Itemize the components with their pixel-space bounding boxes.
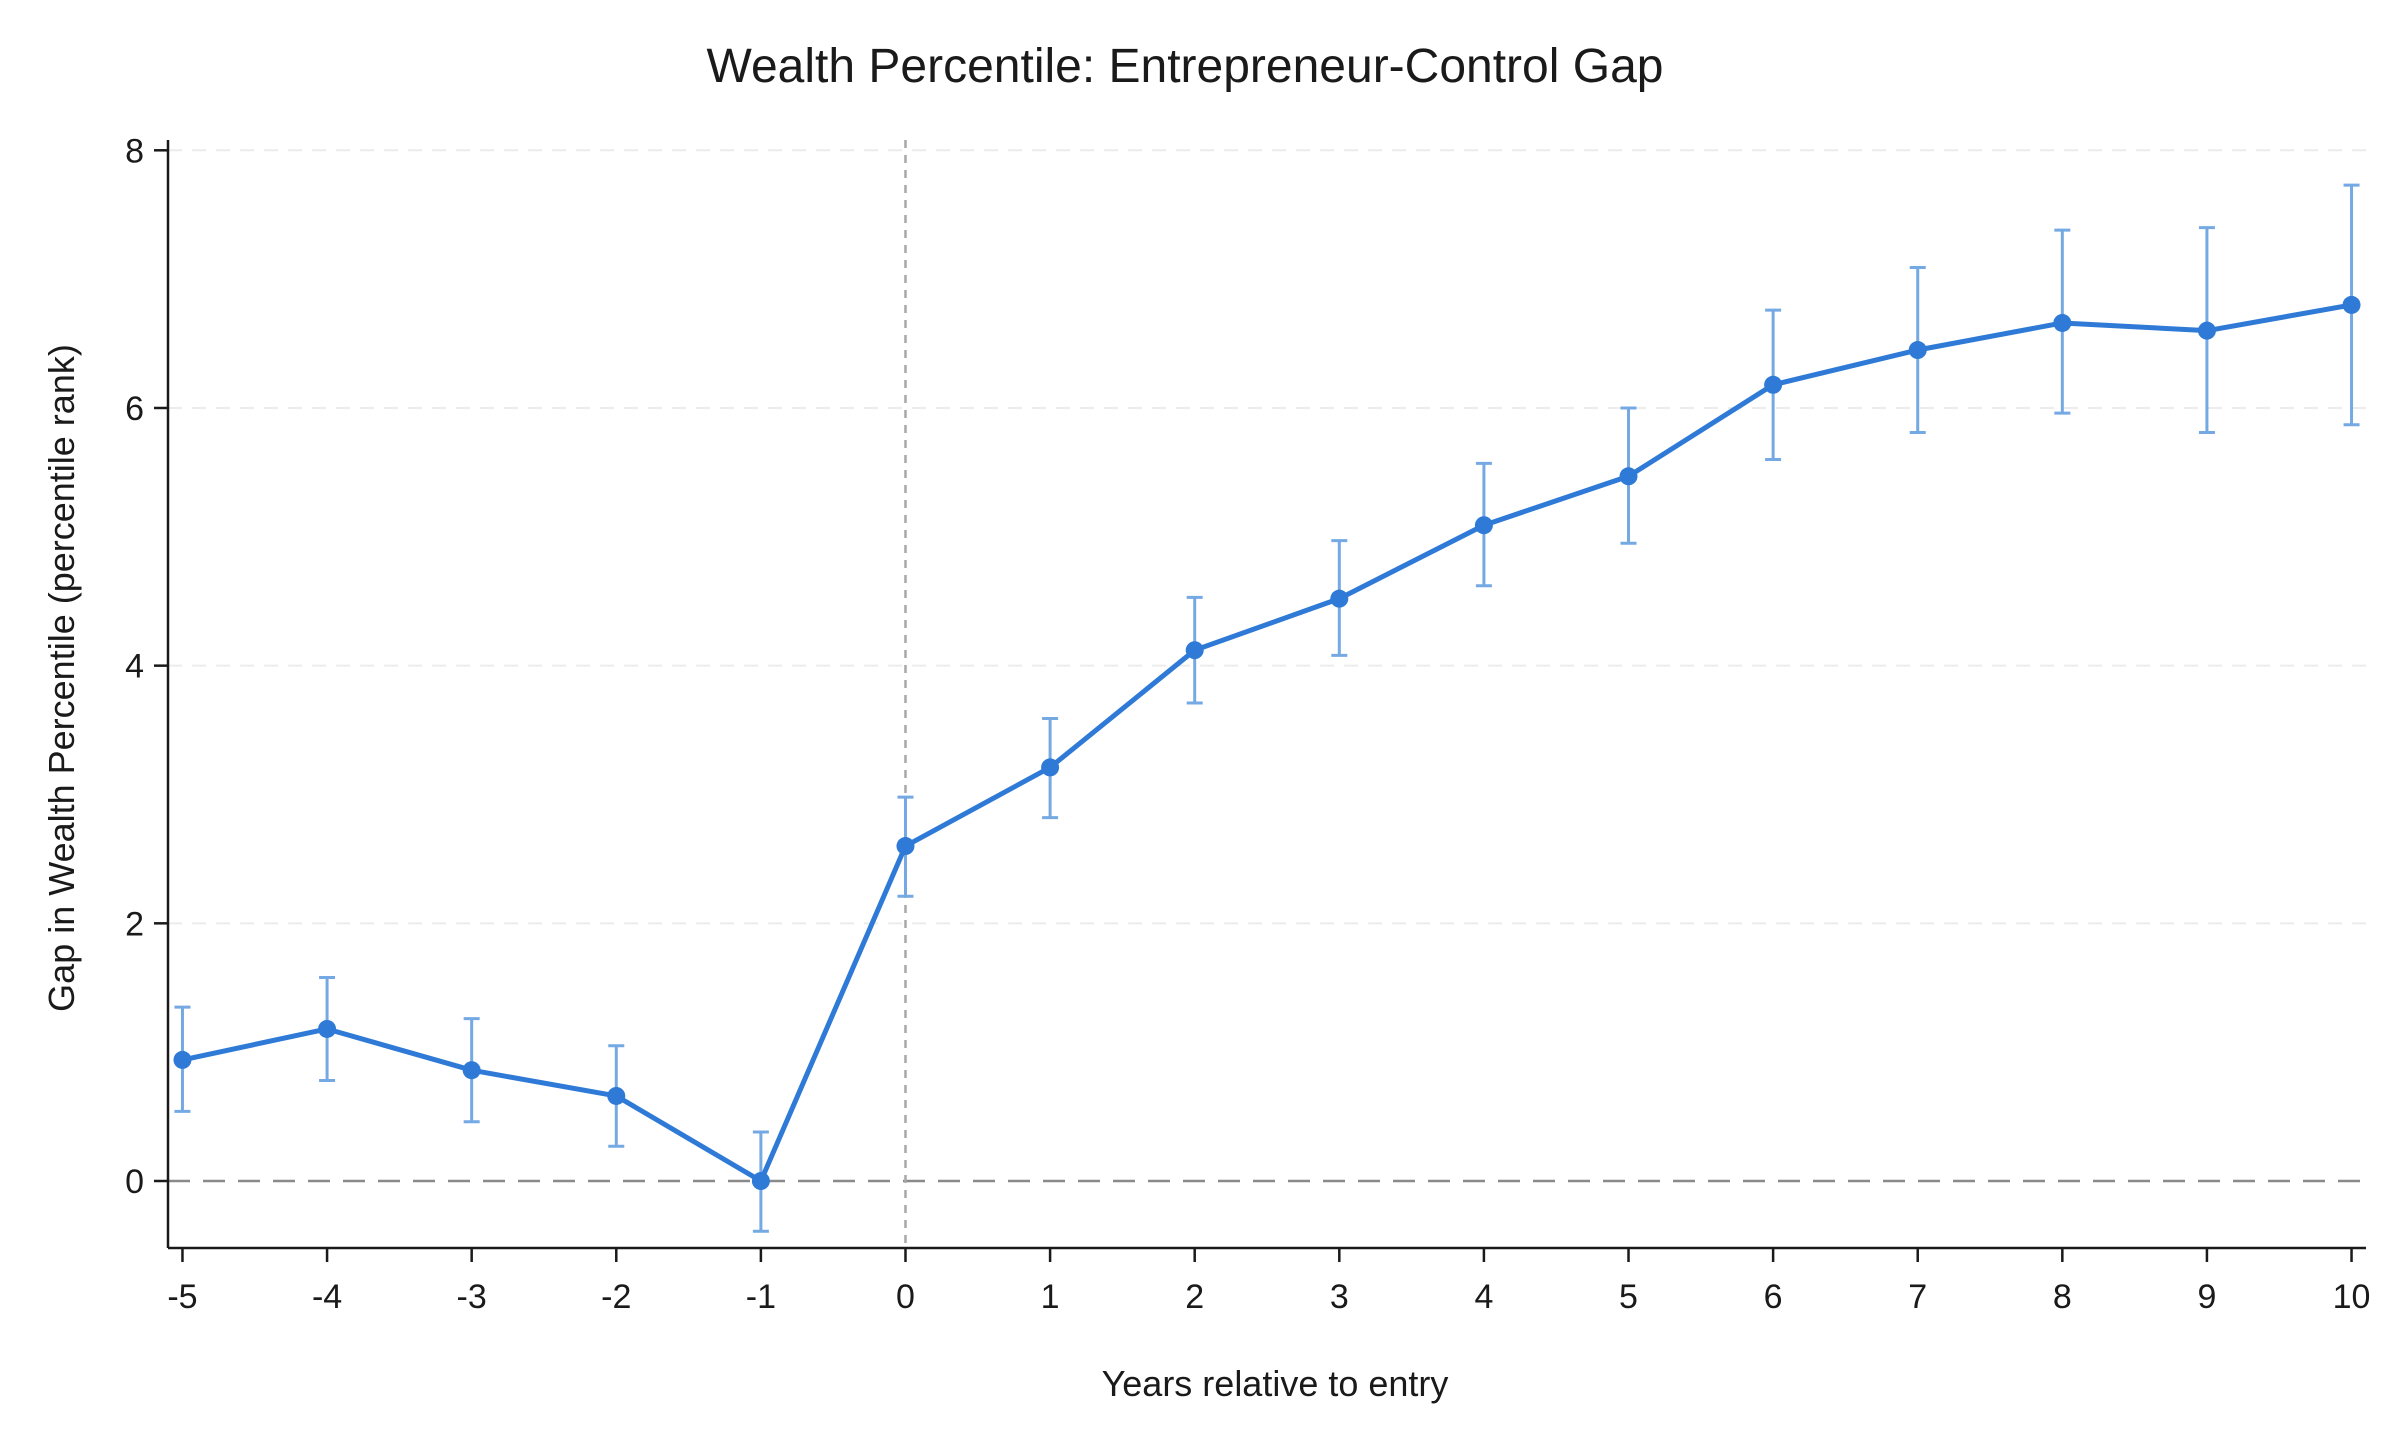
data-point [462, 1061, 481, 1080]
data-point [751, 1172, 770, 1191]
data-point [1041, 758, 1060, 777]
x-tick-label: 6 [1764, 1278, 1783, 1316]
x-tick-label: -1 [746, 1278, 776, 1316]
data-point [2053, 313, 2072, 332]
data-point [1474, 516, 1493, 535]
y-axis-label: Gap in Wealth Percentile (percentile ran… [41, 344, 82, 1012]
x-tick-label: -5 [167, 1278, 197, 1316]
data-point [896, 837, 915, 856]
x-tick-label: 3 [1330, 1278, 1349, 1316]
data-point [1619, 467, 1638, 486]
x-tick-label: 2 [1185, 1278, 1204, 1316]
y-tick-label: 0 [125, 1163, 144, 1201]
axes [166, 140, 2366, 1250]
data-point [2197, 321, 2216, 340]
data-point [173, 1050, 192, 1069]
x-tick-label: 9 [2197, 1278, 2216, 1316]
x-tick-label: 4 [1474, 1278, 1493, 1316]
x-tick-label: -4 [312, 1278, 342, 1316]
x-tick-label: 5 [1619, 1278, 1638, 1316]
data-series [179, 302, 2355, 1184]
x-tick-label: 8 [2053, 1278, 2072, 1316]
x-tick-label: 0 [896, 1278, 915, 1316]
series-line [179, 302, 2355, 1184]
reference-lines [168, 140, 2366, 1248]
x-tick-label: 1 [1041, 1278, 1060, 1316]
y-tick-label: 8 [125, 132, 144, 170]
data-point [1764, 375, 1783, 394]
x-tick-label: 7 [1908, 1278, 1927, 1316]
data-point [318, 1019, 337, 1038]
x-tick-label: -2 [601, 1278, 631, 1316]
x-axis-ticks: -5 -4 -3 -2 -1 0 1 2 3 4 5 6 7 8 9 10 [167, 1248, 2370, 1316]
data-point [1330, 589, 1349, 608]
gridlines [168, 149, 2366, 925]
x-tick-label: 10 [2333, 1278, 2371, 1316]
x-axis-label: Years relative to entry [1102, 1363, 1449, 1404]
y-tick-label: 2 [125, 905, 144, 943]
chart-title: Wealth Percentile: Entrepreneur-Control … [707, 40, 1664, 93]
data-point [607, 1086, 626, 1105]
x-tick-label: -3 [457, 1278, 487, 1316]
y-tick-label: 4 [125, 648, 144, 686]
data-point [2342, 295, 2361, 314]
y-axis-ticks: 0 2 4 6 8 [125, 132, 168, 1201]
data-markers [173, 295, 2361, 1191]
y-tick-label: 6 [125, 390, 144, 428]
data-point [1908, 341, 1927, 360]
data-point [1185, 641, 1204, 660]
